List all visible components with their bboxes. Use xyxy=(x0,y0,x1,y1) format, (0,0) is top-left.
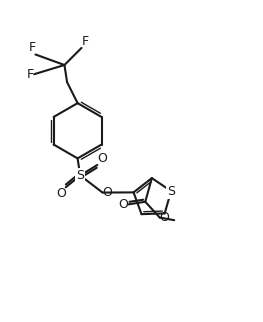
Text: S: S xyxy=(167,185,175,198)
Text: F: F xyxy=(27,68,34,81)
Text: F: F xyxy=(82,35,89,48)
Text: S: S xyxy=(76,169,84,182)
Text: O: O xyxy=(97,152,107,165)
Text: O: O xyxy=(118,198,128,211)
Text: O: O xyxy=(160,211,170,224)
Text: O: O xyxy=(56,187,66,200)
Text: F: F xyxy=(28,42,36,54)
Text: O: O xyxy=(103,186,113,199)
